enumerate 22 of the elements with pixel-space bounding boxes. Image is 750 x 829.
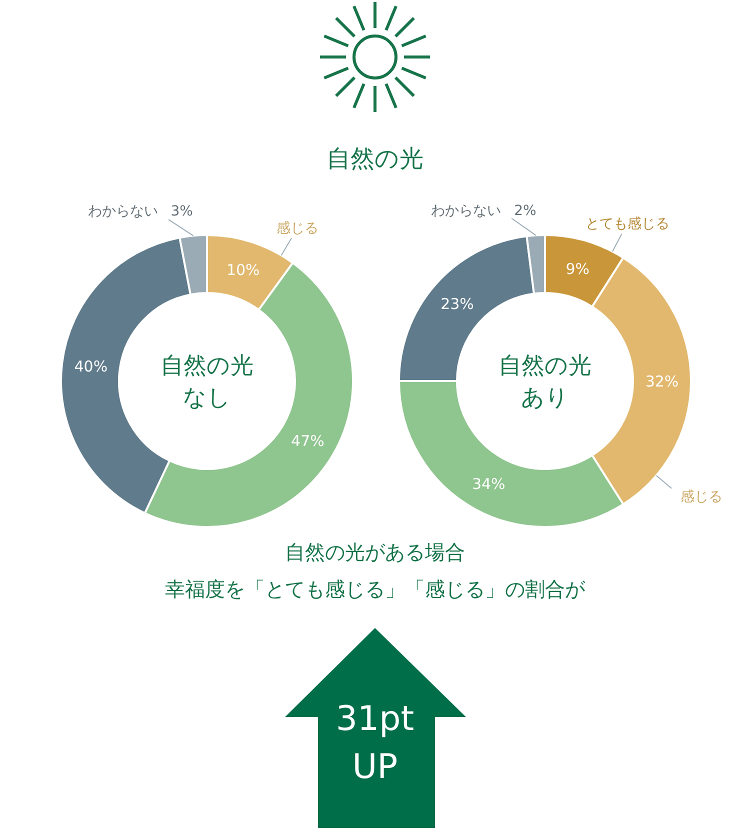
text: 自然の光: [160, 353, 254, 380]
data-label: 34%: [472, 474, 506, 493]
chart-title: 自然の光: [326, 144, 424, 172]
slice-label: 感じる: [680, 489, 723, 506]
data-label: 32%: [645, 372, 679, 390]
text: 31pt UP: [336, 698, 414, 787]
data-label: 40%: [74, 358, 108, 376]
data-label: 10%: [226, 260, 260, 279]
data-label: 3%: [170, 204, 193, 220]
text: 自然の光がある場合: [285, 540, 465, 564]
data-label: 2%: [514, 203, 536, 220]
slice-label: とても感じる: [585, 216, 670, 232]
slice-label: わからない: [88, 204, 158, 220]
text: 幸福度を「とても感じる」「感じる」の割合が: [165, 577, 586, 601]
data-label: 9%: [566, 260, 590, 278]
slice-label: わからない: [431, 203, 502, 220]
data-label: 23%: [440, 294, 474, 313]
data-label: 47%: [291, 432, 324, 450]
slice-label: 感じる: [276, 220, 319, 237]
text: なし: [183, 385, 231, 412]
text: 自然の光: [498, 353, 592, 380]
text: あり: [521, 385, 569, 412]
